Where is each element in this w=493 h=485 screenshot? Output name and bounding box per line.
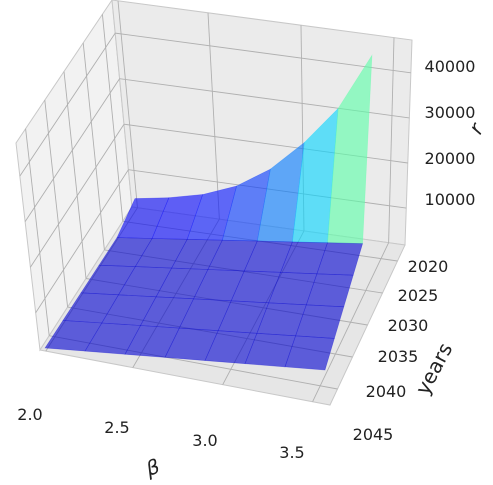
z-tick-label: 20000 bbox=[425, 149, 476, 168]
x-tick-label: 3.0 bbox=[192, 431, 217, 450]
gridline-right-wall-v bbox=[117, 0, 138, 208]
gridline-left-wall-v bbox=[25, 128, 50, 336]
gridline-left-wall-v bbox=[63, 71, 87, 279]
z-tick-label: 40000 bbox=[425, 57, 476, 76]
gridline-right-wall-h bbox=[115, 32, 411, 74]
y-tick-label: 2030 bbox=[388, 316, 429, 335]
x-axis-label: β bbox=[142, 454, 163, 481]
x-tick-label: 3.5 bbox=[279, 443, 304, 462]
y-tick-label: 2045 bbox=[353, 425, 394, 444]
y-tick-label: 2025 bbox=[398, 286, 439, 305]
gridline-left-wall-v bbox=[82, 42, 105, 250]
surface bbox=[44, 54, 373, 371]
surface-patch bbox=[284, 335, 335, 371]
gridline-right-wall-v bbox=[388, 37, 395, 243]
tick-labels: 2.0 2.5 3.0 3.5 2020 2025 2030 2035 2040 2045 1000… bbox=[17, 57, 475, 462]
z-tick-label: 30000 bbox=[425, 103, 476, 122]
x-tick-label: 2.0 bbox=[17, 405, 42, 424]
z-tick-label: 10000 bbox=[425, 190, 476, 209]
gridline-left-wall-v bbox=[44, 100, 69, 308]
gridline-left-wall-v bbox=[101, 14, 124, 222]
y-tick-label: 2020 bbox=[408, 257, 449, 276]
y-tick-label: 2040 bbox=[366, 382, 407, 401]
z-axis-label: r bbox=[463, 117, 489, 138]
gridline-right-wall-v bbox=[207, 12, 220, 220]
y-tick-label: 2035 bbox=[378, 347, 419, 366]
x-tick-label: 2.5 bbox=[104, 418, 129, 437]
